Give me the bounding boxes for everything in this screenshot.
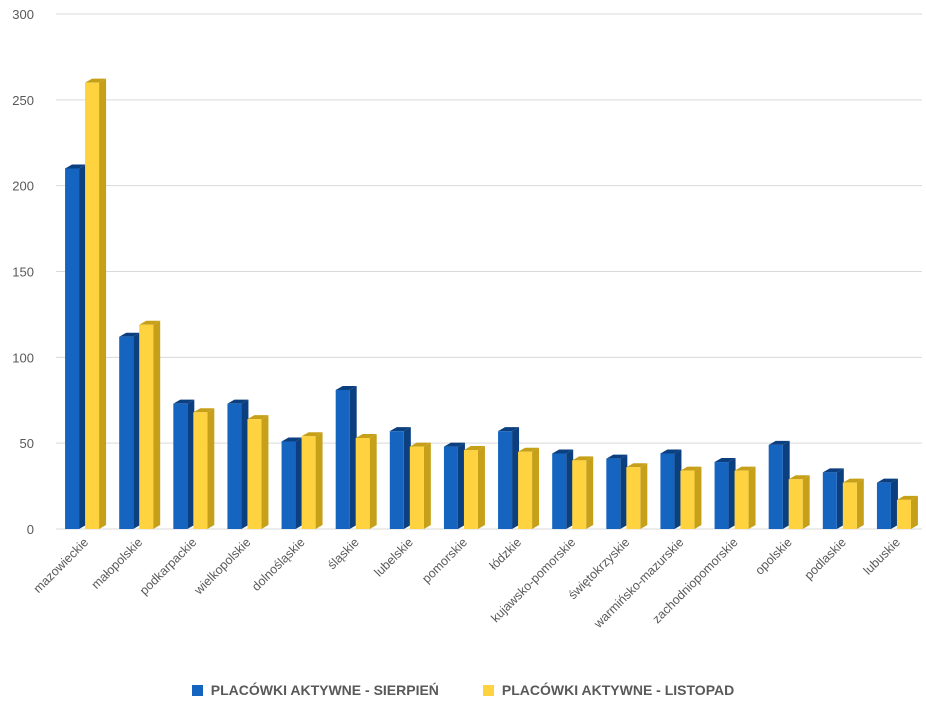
y-tick-label: 100 — [12, 350, 34, 365]
x-category-label: pomorskie — [419, 535, 470, 586]
bar-sierpien-0 — [65, 164, 87, 529]
bar-listopad-8 — [518, 447, 540, 529]
bar-listopad-5 — [355, 434, 377, 529]
legend: PLACÓWKI AKTYWNE - SIERPIEŃ PLACÓWKI AKT… — [0, 682, 926, 698]
legend-label-listopad: PLACÓWKI AKTYWNE - LISTOPAD — [501, 682, 735, 698]
y-tick-label: 0 — [27, 522, 34, 537]
bar-listopad-10 — [626, 463, 648, 529]
bar-sierpien-4 — [281, 437, 303, 529]
x-category-label: podlaskie — [802, 535, 849, 582]
bar-listopad-14 — [842, 478, 864, 529]
bar-listopad-2 — [193, 408, 215, 529]
bar-listopad-15 — [896, 495, 918, 529]
bar-listopad-12 — [734, 466, 756, 529]
bar-sierpien-11 — [660, 449, 682, 529]
x-category-label: lubuskie — [861, 535, 903, 577]
x-category-label: mazowieckie — [31, 535, 92, 596]
bar-listopad-7 — [463, 446, 485, 529]
x-category-label: śląskie — [325, 535, 362, 572]
bar-sierpien-12 — [714, 458, 736, 529]
legend-item-listopad: PLACÓWKI AKTYWNE - LISTOPAD — [482, 682, 735, 698]
bar-sierpien-15 — [876, 478, 898, 529]
bar-sierpien-2 — [173, 399, 195, 529]
bar-chart: 0 50 100 150 200 250 300 mazowieckiemałopolski… — [12, 7, 922, 631]
x-axis-labels: mazowieckiemałopolskiepodkarpackiewielko… — [31, 535, 903, 631]
y-tick-label: 300 — [12, 7, 34, 22]
y-axis-ticks: 0 50 100 150 200 250 300 — [12, 7, 34, 537]
bar-listopad-3 — [247, 415, 269, 529]
x-category-label: podkarpackie — [137, 535, 200, 598]
bar-sierpien-1 — [119, 332, 141, 529]
bar-listopad-9 — [572, 456, 594, 529]
bar-sierpien-7 — [443, 442, 465, 529]
x-category-label: łódzkie — [487, 535, 524, 572]
bar-sierpien-14 — [822, 468, 844, 529]
legend-swatch-listopad — [482, 684, 494, 696]
legend-swatch-sierpien — [191, 684, 203, 696]
bar-sierpien-10 — [606, 454, 628, 529]
bar-listopad-1 — [139, 320, 161, 529]
y-tick-label: 150 — [12, 265, 34, 280]
legend-item-sierpien: PLACÓWKI AKTYWNE - SIERPIEŃ — [191, 682, 439, 698]
bar-listopad-6 — [409, 442, 431, 529]
bar-listopad-4 — [301, 432, 323, 529]
bar-sierpien-6 — [389, 427, 411, 529]
x-category-label: dolnośląskie — [249, 535, 308, 594]
x-category-label: wielkopolskie — [191, 535, 254, 598]
x-category-label: małopolskie — [89, 535, 146, 592]
legend-label-sierpien: PLACÓWKI AKTYWNE - SIERPIEŃ — [210, 682, 439, 698]
bar-sierpien-8 — [498, 427, 520, 529]
x-category-label: warmińsko-mazurskie — [590, 535, 686, 631]
y-tick-label: 50 — [20, 436, 34, 451]
bar-sierpien-3 — [227, 399, 249, 529]
x-category-label: lubelskie — [372, 535, 416, 579]
x-category-label: opolskie — [752, 535, 794, 577]
y-tick-label: 250 — [12, 93, 34, 108]
bar-listopad-11 — [680, 466, 702, 529]
bars — [65, 78, 918, 530]
bar-sierpien-13 — [768, 440, 790, 529]
bar-listopad-13 — [788, 475, 810, 529]
bar-listopad-0 — [85, 78, 107, 530]
bar-sierpien-9 — [552, 449, 574, 529]
y-tick-label: 200 — [12, 179, 34, 194]
bar-sierpien-5 — [335, 385, 357, 529]
